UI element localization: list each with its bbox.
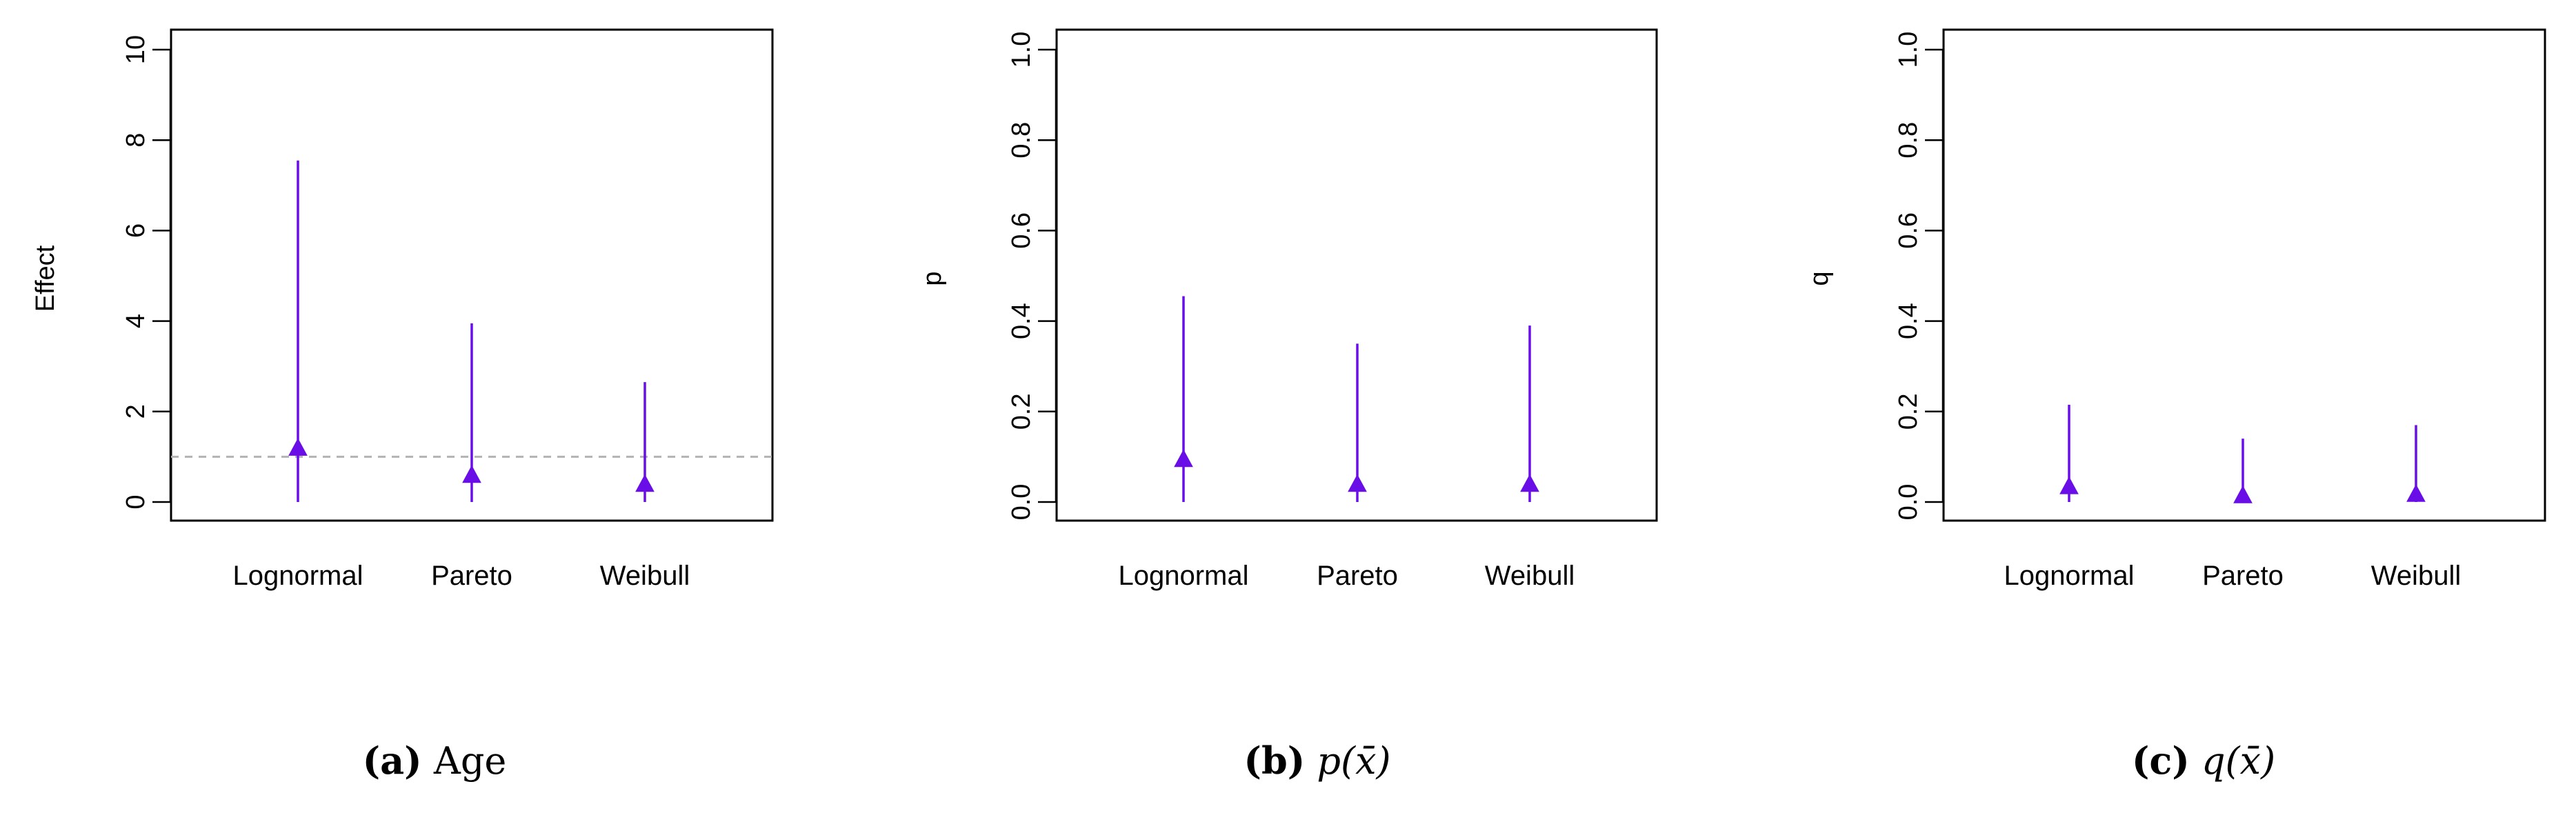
y-tick-label: 0.8 xyxy=(1007,122,1036,159)
point-marker-pareto xyxy=(462,465,481,483)
y-tick-label: 1.0 xyxy=(1007,32,1036,68)
y-tick-label: 0.6 xyxy=(1894,212,1923,249)
chart-panel-1: 0 2 4 6 8 10 Effect Lognormal Pareto Weibull (a) A… xyxy=(31,28,774,783)
category-label: Weibull xyxy=(2371,561,2461,591)
y-tick-label: 0.4 xyxy=(1894,303,1923,339)
y-tick-label: 8 xyxy=(121,133,150,148)
category-label: Lognormal xyxy=(1118,561,1248,591)
y-tick-label: 0 xyxy=(121,494,150,509)
y-tick-label: 0.0 xyxy=(1894,484,1923,521)
y-tick-label: 6 xyxy=(121,223,150,238)
caption-letter: (a) xyxy=(363,739,422,783)
panel-caption: (c) q(x̄) xyxy=(2132,739,2275,783)
y-tick-label: 1.0 xyxy=(1894,32,1923,68)
category-label: Weibull xyxy=(1485,561,1575,591)
y-tick-label: 0.0 xyxy=(1007,484,1036,521)
category-label: Weibull xyxy=(600,561,690,591)
y-tick-label: 2 xyxy=(121,404,150,419)
chart-panel-3: 0.0 0.2 0.4 0.6 0.8 1.0 q Lognormal Pareto Weibul… xyxy=(1805,28,2546,783)
chart-panel-2: 0.0 0.2 0.4 0.6 0.8 1.0 p Lognormal Pareto Weibul… xyxy=(918,28,1658,783)
y-tick-label: 4 xyxy=(121,314,150,328)
y-axis-label: q xyxy=(1805,271,1834,285)
point-marker-lognormal xyxy=(288,438,308,456)
y-tick-label: 0.6 xyxy=(1007,212,1036,249)
y-axis-label: Effect xyxy=(31,245,60,312)
point-marker-weibull xyxy=(635,474,655,492)
panel-caption: (a) Age xyxy=(363,739,507,783)
caption-text: Age xyxy=(422,739,507,783)
category-label: Lognormal xyxy=(2004,561,2134,591)
y-tick-label: 0.4 xyxy=(1007,303,1036,339)
point-marker-weibull xyxy=(2406,484,2426,502)
point-marker-lognormal xyxy=(2059,476,2079,494)
point-marker-weibull xyxy=(1520,474,1539,492)
category-label: Lognormal xyxy=(232,561,363,591)
y-tick-label: 10 xyxy=(121,35,150,64)
caption-text: p(x̄) xyxy=(1305,739,1390,783)
y-tick-label: 0.8 xyxy=(1894,122,1923,159)
point-marker-pareto xyxy=(2233,485,2253,503)
plot-frame xyxy=(1942,28,2546,522)
y-tick-label: 0.2 xyxy=(1894,393,1923,430)
panel-caption: (b) p(x̄) xyxy=(1244,739,1390,783)
caption-text: q(x̄) xyxy=(2190,739,2275,783)
point-marker-pareto xyxy=(1348,474,1367,492)
category-label: Pareto xyxy=(2202,561,2284,591)
y-tick-label: 0.2 xyxy=(1007,393,1036,430)
point-marker-lognormal xyxy=(1174,449,1193,468)
category-label: Pareto xyxy=(431,561,512,591)
category-label: Pareto xyxy=(1317,561,1398,591)
caption-letter: (c) xyxy=(2132,739,2190,783)
caption-letter: (b) xyxy=(1244,739,1305,783)
y-axis-label: p xyxy=(918,271,947,285)
